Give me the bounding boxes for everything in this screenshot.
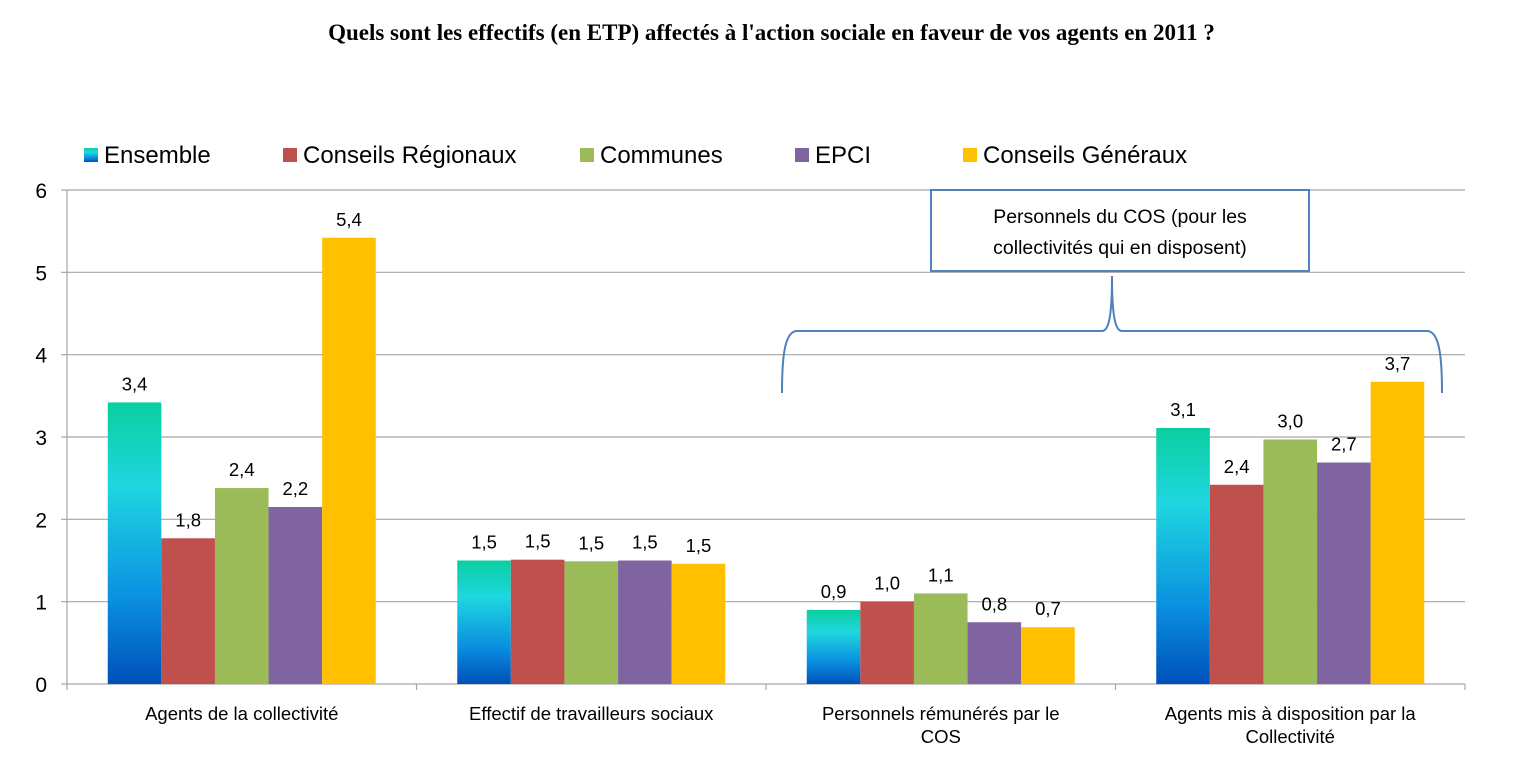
bar-communes <box>214 488 269 684</box>
data-label: 1,0 <box>874 573 900 594</box>
legend-swatch <box>580 148 594 162</box>
y-tick-label: 6 <box>35 180 47 203</box>
chart-title: Quels sont les effectifs (en ETP) affect… <box>328 20 1215 45</box>
legend-swatch <box>963 148 977 162</box>
annotation-text: Personnels du COS (pour les <box>993 206 1247 228</box>
data-label: 1,5 <box>525 531 551 552</box>
x-category-label: Agents de la collectivité <box>145 703 338 724</box>
bar-epci <box>268 506 323 684</box>
y-tick-label: 3 <box>35 427 47 450</box>
data-label: 1,8 <box>175 509 201 530</box>
bar-conseils-r-gionaux <box>1209 484 1264 684</box>
bar-conseils-g-n-raux <box>1021 627 1075 684</box>
data-label: 3,7 <box>1385 353 1411 374</box>
x-category-label: COS <box>921 726 961 747</box>
data-label: 2,2 <box>282 478 308 499</box>
data-label: 0,9 <box>821 581 847 602</box>
annotation-text: collectivités qui en disposent) <box>993 237 1247 259</box>
bar-communes <box>1263 439 1318 684</box>
data-label: 1,5 <box>632 532 658 553</box>
bar-communes <box>564 561 619 684</box>
bar-conseils-r-gionaux <box>860 601 914 684</box>
bar-communes <box>913 593 968 684</box>
x-category-label: Collectivité <box>1246 726 1335 747</box>
brace-shape <box>781 275 1443 394</box>
bar-ensemble <box>806 609 861 684</box>
bar-conseils-g-n-raux <box>671 563 726 684</box>
bar-conseils-g-n-raux <box>322 237 376 684</box>
legend-label: EPCI <box>815 142 871 169</box>
y-tick-label: 2 <box>35 509 47 532</box>
x-category-label: Personnels rémunérés par le <box>822 703 1060 724</box>
legend-label: Communes <box>600 142 723 169</box>
bar-conseils-r-gionaux <box>161 538 215 684</box>
y-tick-label: 0 <box>35 674 47 697</box>
data-label: 2,4 <box>1224 456 1250 477</box>
legend-swatch <box>84 148 98 162</box>
y-tick-label: 1 <box>35 592 47 615</box>
data-label: 3,4 <box>122 373 148 394</box>
data-label: 3,0 <box>1277 410 1303 431</box>
bar-conseils-r-gionaux <box>510 559 565 684</box>
bar-epci <box>618 560 672 684</box>
bar-epci <box>967 622 1022 684</box>
x-category-label: Agents mis à disposition par la <box>1165 703 1417 724</box>
bar-ensemble <box>457 560 511 684</box>
data-label: 1,5 <box>686 535 712 556</box>
data-label: 0,8 <box>981 593 1007 614</box>
x-category-label: Effectif de travailleurs sociaux <box>469 703 714 724</box>
bar-epci <box>1317 462 1371 684</box>
y-tick-label: 4 <box>35 345 47 368</box>
data-label: 2,7 <box>1331 434 1357 455</box>
legend-label: Ensemble <box>104 142 211 169</box>
bars <box>107 237 1425 684</box>
legend-label: Conseils Régionaux <box>303 142 516 169</box>
data-labels: 3,4 1,8 2,4 2,2 5,4 1,5 1,5 1,5 1,5 1,5 0,9 1,0 1,1 0… <box>122 209 1411 619</box>
bar-ensemble <box>1156 427 1210 684</box>
annotation-box <box>930 189 1310 272</box>
data-label: 2,4 <box>229 459 255 480</box>
data-label: 1,5 <box>471 532 497 553</box>
data-label: 1,1 <box>928 564 954 585</box>
data-label: 1,5 <box>578 532 604 553</box>
bar-conseils-g-n-raux <box>1370 381 1425 684</box>
data-label: 0,7 <box>1035 598 1061 619</box>
legend-swatch <box>795 148 809 162</box>
legend: Ensemble Conseils Régionaux Communes EPCI Co… <box>84 142 1187 169</box>
y-tick-label: 5 <box>35 262 47 285</box>
data-label: 3,1 <box>1170 399 1196 420</box>
cos-annotation: Personnels du COS (pour les collectivités… <box>781 189 1443 394</box>
bar-ensemble <box>107 402 162 684</box>
legend-swatch <box>283 148 297 162</box>
data-label: 5,4 <box>336 209 362 230</box>
legend-label: Conseils Généraux <box>983 142 1187 169</box>
